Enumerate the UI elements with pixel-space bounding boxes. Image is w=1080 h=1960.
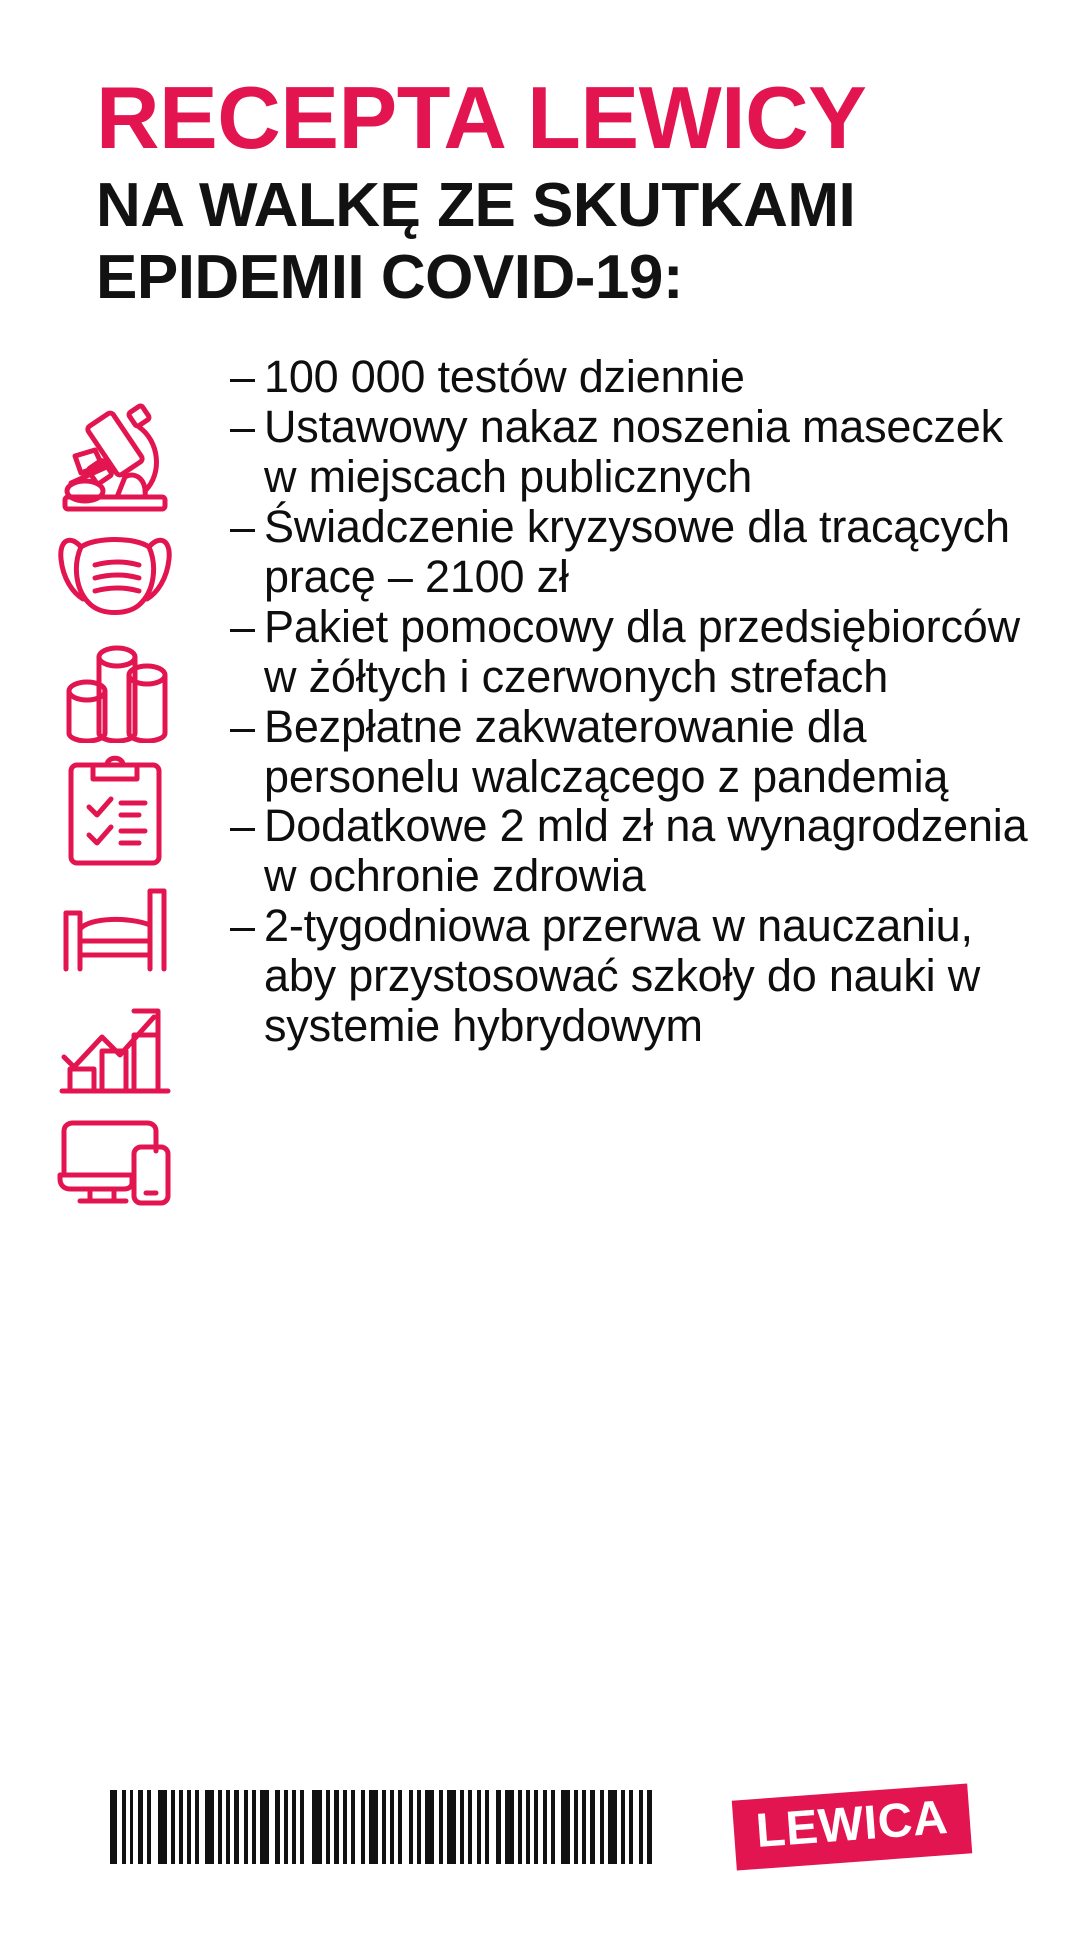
list-item: – Świadczenie kryzysowe dla tracących pr…: [230, 500, 1044, 602]
bullet-dash: –: [230, 351, 255, 402]
list-item: – Ustawowy nakaz noszenia maseczek w mie…: [230, 400, 1044, 502]
growth-chart-icon: [40, 988, 190, 1106]
content-area: – 100 000 testów dziennie – Ustawowy nak…: [0, 352, 1080, 1224]
bullet-dash: –: [230, 700, 255, 752]
bullet-dash: –: [230, 900, 255, 952]
bullet-list: – 100 000 testów dziennie – Ustawowy nak…: [230, 352, 1080, 1051]
microscope-icon: [40, 398, 190, 516]
bullet-dash: –: [230, 400, 255, 452]
list-item: – Bezpłatne zakwaterowanie dla personelu…: [230, 700, 1044, 802]
list-item-text: Ustawowy nakaz noszenia maseczek w miejs…: [264, 400, 1003, 502]
list-item: – Pakiet pomocowy dla przedsiębiorców w …: [230, 600, 1044, 702]
list-item-text: 2-tygodniowa przerwa w nauczaniu, aby pr…: [264, 900, 981, 1052]
list-item-text: Dodatkowe 2 mld zł na wynagrodzenia w oc…: [264, 800, 1028, 902]
bullet-dash: –: [230, 500, 255, 552]
list-item-text: Bezpłatne zakwaterowanie dla personelu w…: [264, 700, 949, 802]
list-item: – 2-tygodniowa przerwa w nauczaniu, aby …: [230, 901, 1044, 1051]
footer: LEWICA: [0, 1783, 1080, 1871]
title-line-tertiary: EPIDEMII COVID-19:: [96, 242, 684, 312]
title-line-primary: RECEPTA LEWICY: [96, 68, 867, 167]
icon-column: [0, 352, 230, 1224]
page-title: RECEPTA LEWICY NA WALKĘ ZE SKUTKAMI EPID…: [96, 68, 1016, 320]
bullet-dash: –: [230, 600, 255, 652]
list-item-text: Pakiet pomocowy dla przedsiębiorców w żó…: [264, 600, 1020, 702]
devices-icon: [40, 1106, 190, 1224]
lewica-logo: LEWICA: [731, 1783, 973, 1871]
face-mask-icon: [40, 516, 190, 634]
bed-icon: [40, 870, 190, 988]
barcode-image: [110, 1790, 656, 1864]
title-line-secondary: NA WALKĘ ZE SKUTKAMI: [96, 171, 856, 241]
list-item-text: 100 000 testów dziennie: [264, 351, 745, 402]
bullet-dash: –: [230, 800, 255, 852]
list-item: – Dodatkowe 2 mld zł na wynagrodzenia w …: [230, 801, 1044, 901]
list-item-text: Świadczenie kryzysowe dla tracących prac…: [264, 500, 1010, 602]
list-item: – 100 000 testów dziennie: [230, 352, 1044, 402]
lewica-logo-text: LEWICA: [753, 1791, 950, 1858]
coin-stacks-icon: [40, 634, 190, 752]
clipboard-checklist-icon: [40, 752, 190, 870]
